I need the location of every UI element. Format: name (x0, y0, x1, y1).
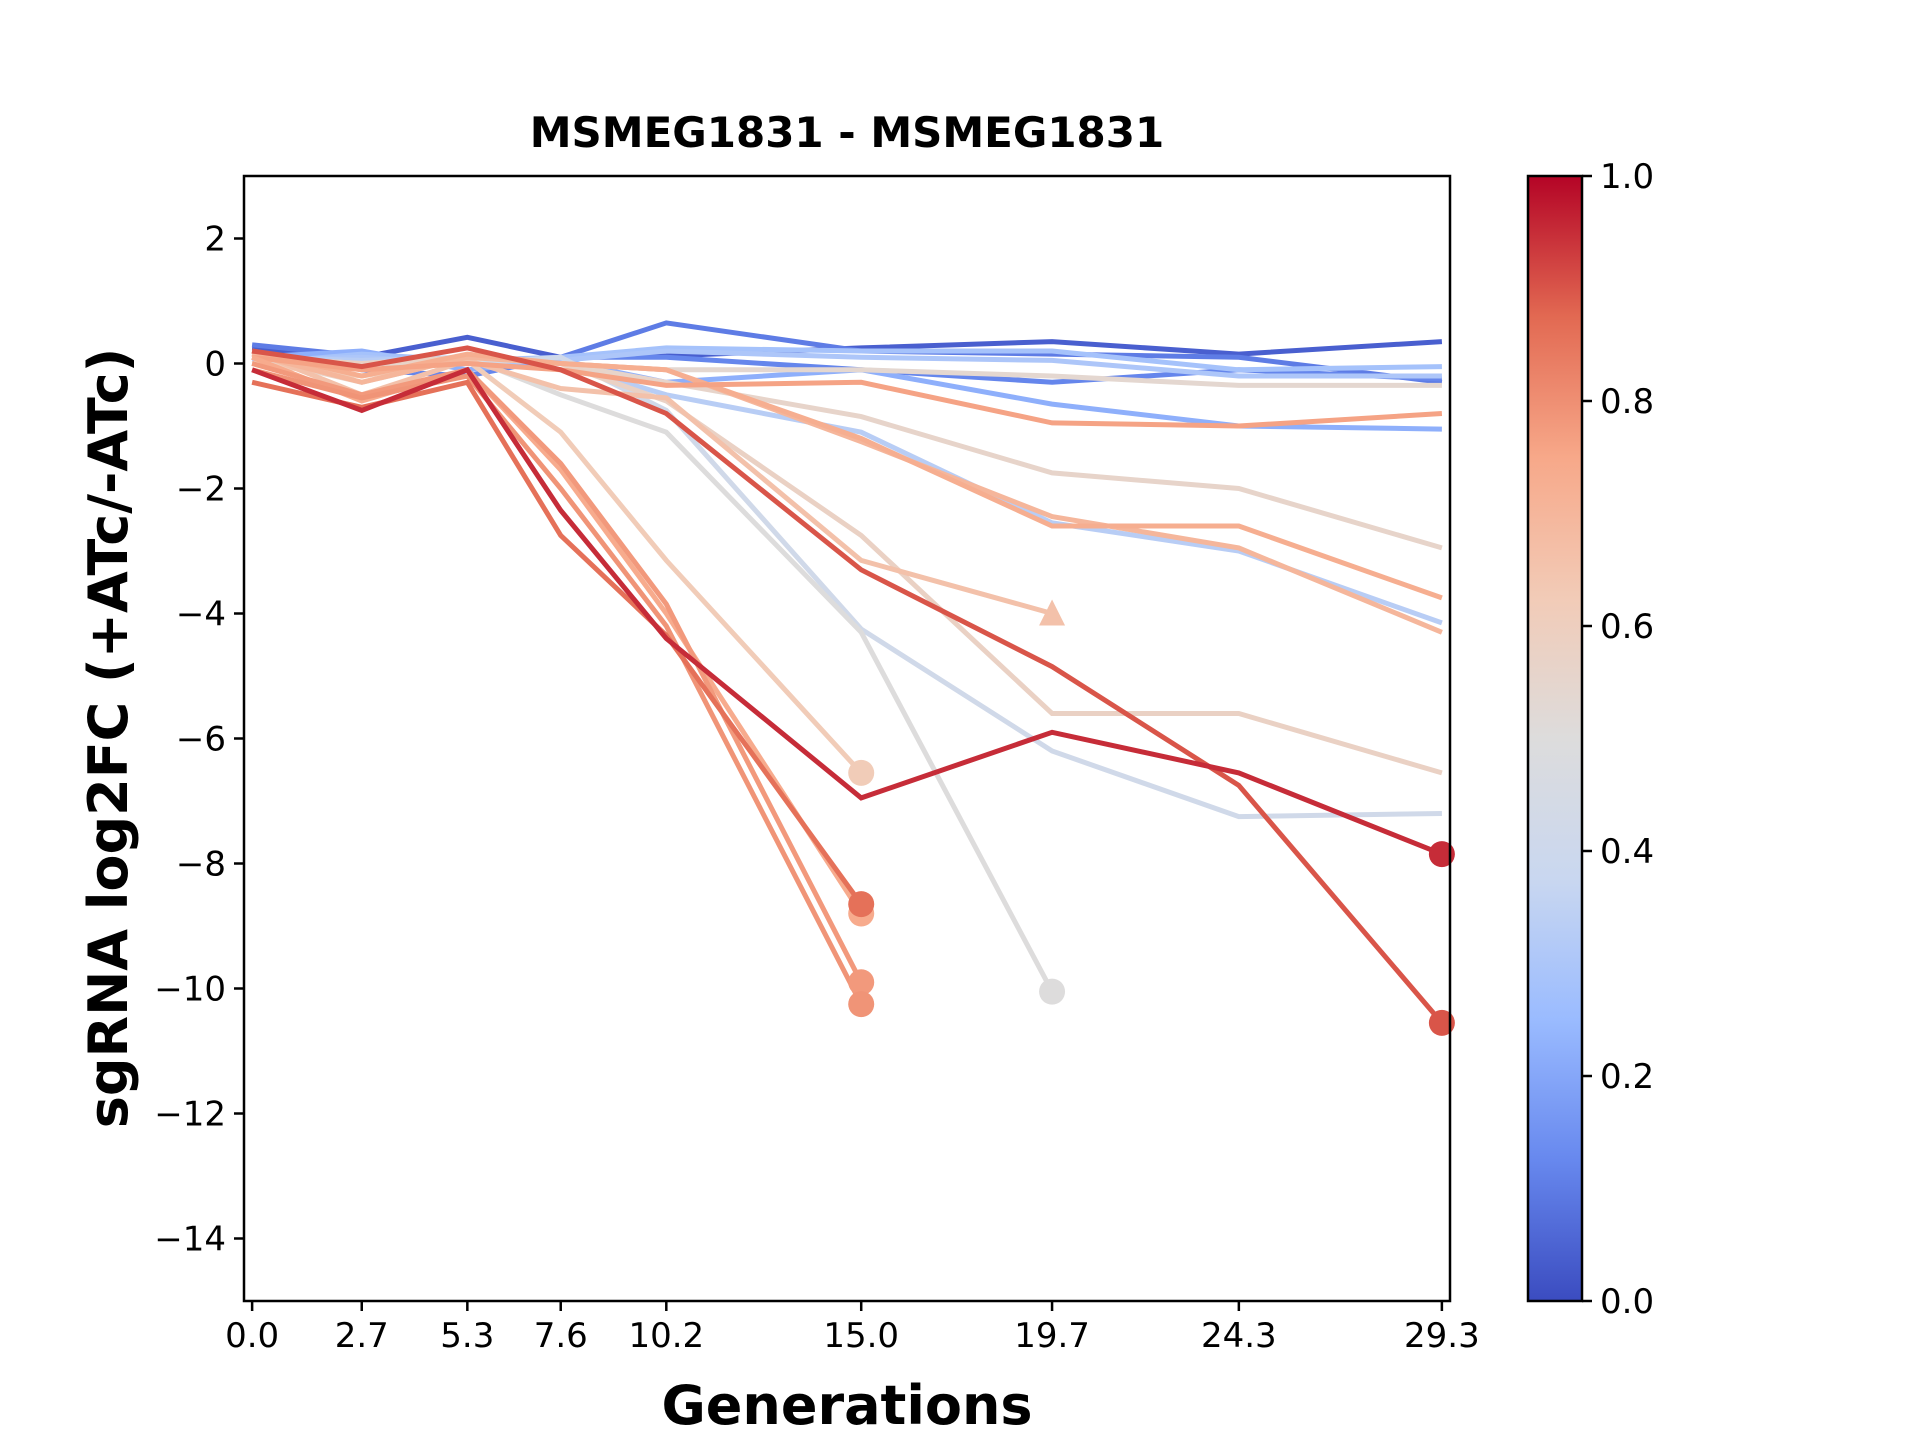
colorbar-tick-label: 1.0 (1600, 157, 1654, 197)
series-end-marker-19 (848, 969, 875, 996)
x-tick-label: 10.2 (628, 1316, 704, 1356)
series-line-23 (251, 366, 1443, 857)
colorbar-ticks: 0.0 0.2 0.4 0.6 0.8 1.0 (1582, 157, 1654, 1322)
series-end-marker-21 (848, 891, 875, 918)
x-tick-label: 19.7 (1014, 1316, 1090, 1356)
series-line-12 (251, 354, 1443, 776)
series-end-marker-14 (1039, 599, 1066, 626)
y-tick-label: 2 (204, 220, 226, 260)
x-tick-label: 15.0 (823, 1316, 899, 1356)
colorbar-tick-label: 0.2 (1600, 1057, 1654, 1097)
x-tick-label: 7.6 (534, 1316, 588, 1356)
x-tick-label: 29.3 (1404, 1316, 1480, 1356)
y-tick-label: −6 (176, 720, 226, 760)
x-axis: 0.0 2.7 5.3 7.6 10.2 15.0 19.7 24.3 29.3 (225, 1301, 1480, 1356)
colorbar-gradient (1526, 174, 1584, 1303)
series-layer (251, 320, 1444, 1025)
y-tick-label: −14 (154, 1220, 226, 1260)
series-line-17 (251, 354, 1443, 429)
colorbar: 0.0 0.2 0.4 0.6 0.8 1.0 (1526, 157, 1654, 1322)
y-tick-label: −10 (154, 970, 226, 1010)
x-tick-label: 0.0 (225, 1316, 279, 1356)
colorbar-tick-label: 0.8 (1600, 382, 1654, 422)
series-end-marker-9 (1039, 978, 1066, 1005)
series-line-5 (251, 345, 1442, 373)
y-tick-label: −2 (176, 470, 226, 510)
colorbar-tick-label: 0.0 (1600, 1282, 1654, 1322)
y-tick-label: −4 (176, 595, 226, 635)
x-tick-label: 24.3 (1201, 1316, 1277, 1356)
series-end-marker-13 (848, 759, 875, 786)
y-axis-label: sgRNA log2FC (+ATc/-ATc) (77, 348, 140, 1129)
series-end-marker-20 (848, 991, 875, 1018)
series-line-13 (251, 357, 864, 775)
y-tick-label: −8 (176, 845, 226, 885)
x-axis-label: Generations (661, 1374, 1032, 1437)
y-axis: 2 0 −2 −4 −6 −8 −10 −12 −14 (154, 220, 244, 1260)
x-tick-label: 2.7 (335, 1316, 389, 1356)
colorbar-tick-label: 0.6 (1600, 607, 1654, 647)
series-line-7 (252, 354, 1443, 626)
x-tick-label: 5.3 (440, 1316, 494, 1356)
series-end-marker-23 (1428, 841, 1455, 868)
marker-layer (848, 599, 1455, 1036)
series-end-marker-22 (1428, 1009, 1455, 1036)
series-line-22 (251, 345, 1444, 1025)
chart-title: MSMEG1831 - MSMEG1831 (530, 108, 1164, 157)
y-tick-label: 0 (204, 345, 226, 385)
y-tick-label: −12 (154, 1095, 226, 1135)
colorbar-tick-label: 0.4 (1600, 832, 1654, 872)
series-line-20 (251, 367, 864, 1006)
